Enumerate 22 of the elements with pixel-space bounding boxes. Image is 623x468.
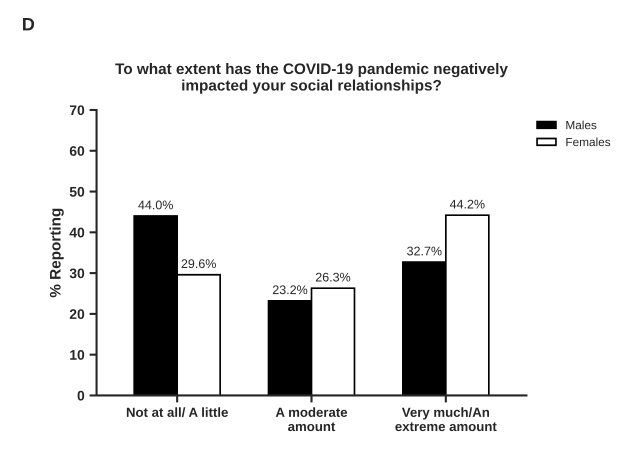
chart-title: To what extent has the COVID-19 pandemic negatively impacted your social relationships? [115, 62, 508, 94]
x-tick-label: Not at all/ A little [126, 407, 228, 418]
y-tick-label: 50 [70, 186, 84, 197]
data-label: 26.3% [316, 272, 350, 282]
y-axis-title: % Reporting [49, 208, 64, 298]
y-tick-label: 30 [70, 268, 84, 278]
data-label: 23.2% [272, 285, 308, 294]
y-tick-label: 70 [70, 105, 84, 116]
data-label: 44.2% [450, 200, 485, 209]
y-tick-label: 40 [70, 228, 84, 238]
x-tick-label: Very much/An extreme amount [395, 407, 497, 432]
legend-label: Females [566, 138, 610, 146]
data-label: 32.7% [407, 246, 442, 256]
x-tick-label: A moderate amount [276, 407, 348, 432]
data-label: 29.6% [182, 259, 216, 268]
legend-label: Males [566, 120, 596, 130]
y-tick-label: 20 [70, 309, 84, 320]
y-tick-label: 10 [70, 350, 84, 360]
data-label: 44.0% [138, 200, 173, 210]
y-tick-label: 0 [78, 390, 84, 401]
y-tick-label: 60 [70, 146, 84, 156]
text: D [23, 18, 34, 30]
